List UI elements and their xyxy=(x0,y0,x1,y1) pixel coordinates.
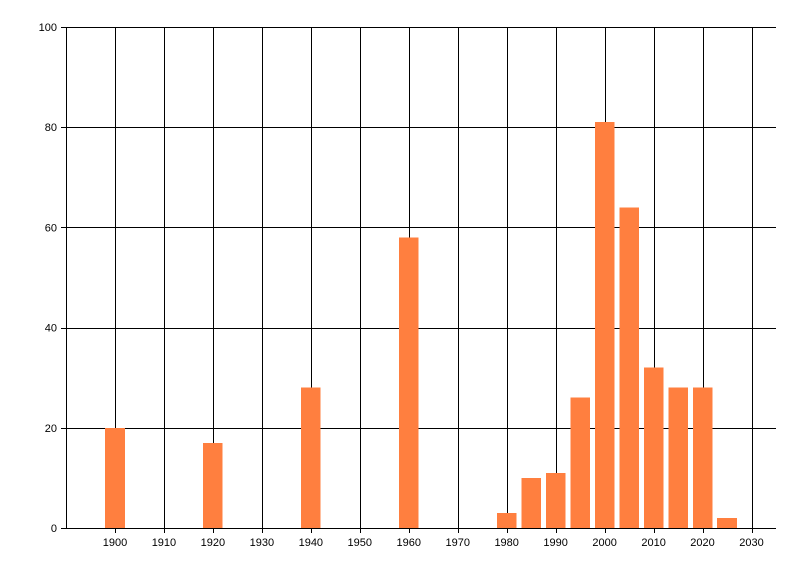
bar-1985 xyxy=(521,477,541,528)
bar-1920 xyxy=(203,442,223,528)
bar-2010 xyxy=(643,367,664,528)
y-tick-label: 80 xyxy=(45,122,57,134)
x-tick-label: 1940 xyxy=(299,537,323,549)
axes xyxy=(66,27,776,529)
x-tick-label: 1930 xyxy=(250,537,274,549)
x-tick-label: 1990 xyxy=(543,537,567,549)
bar-2025 xyxy=(717,517,737,528)
bar-2020 xyxy=(692,387,713,528)
bar-1960 xyxy=(398,237,419,529)
bar-1900 xyxy=(105,427,125,528)
y-tick-label: 100 xyxy=(39,22,57,34)
x-tick-label: 2020 xyxy=(690,537,714,549)
y-axis-ticks: 0 20 40 60 80 100 xyxy=(39,22,66,535)
y-tick-label: 40 xyxy=(45,323,57,335)
x-tick-label: 2000 xyxy=(592,537,616,549)
bar-2005 xyxy=(619,207,639,529)
x-tick-label: 1900 xyxy=(103,537,127,549)
x-tick-label: 1920 xyxy=(201,537,225,549)
y-tick-label: 60 xyxy=(45,222,57,234)
bar-1995 xyxy=(570,397,590,528)
bar-2015 xyxy=(668,387,688,528)
grid xyxy=(66,27,776,529)
bar-1940 xyxy=(301,387,321,528)
y-tick-label: 20 xyxy=(45,423,57,435)
x-tick-label: 1960 xyxy=(397,537,421,549)
bar-1980 xyxy=(496,512,517,528)
x-tick-label: 1980 xyxy=(494,537,518,549)
x-tick-label: 2010 xyxy=(641,537,665,549)
bar-2000 xyxy=(594,122,615,528)
bars xyxy=(105,122,737,529)
y-tick-label: 0 xyxy=(51,523,57,535)
bar-1990 xyxy=(545,472,566,528)
x-tick-label: 1910 xyxy=(152,537,176,549)
x-axis-ticks: 1900 1910 1920 1930 1940 1950 1960 1970 1980 1990… xyxy=(103,528,764,549)
x-tick-label: 1950 xyxy=(348,537,372,549)
x-tick-label: 1970 xyxy=(445,537,469,549)
x-tick-label: 2030 xyxy=(739,537,763,549)
